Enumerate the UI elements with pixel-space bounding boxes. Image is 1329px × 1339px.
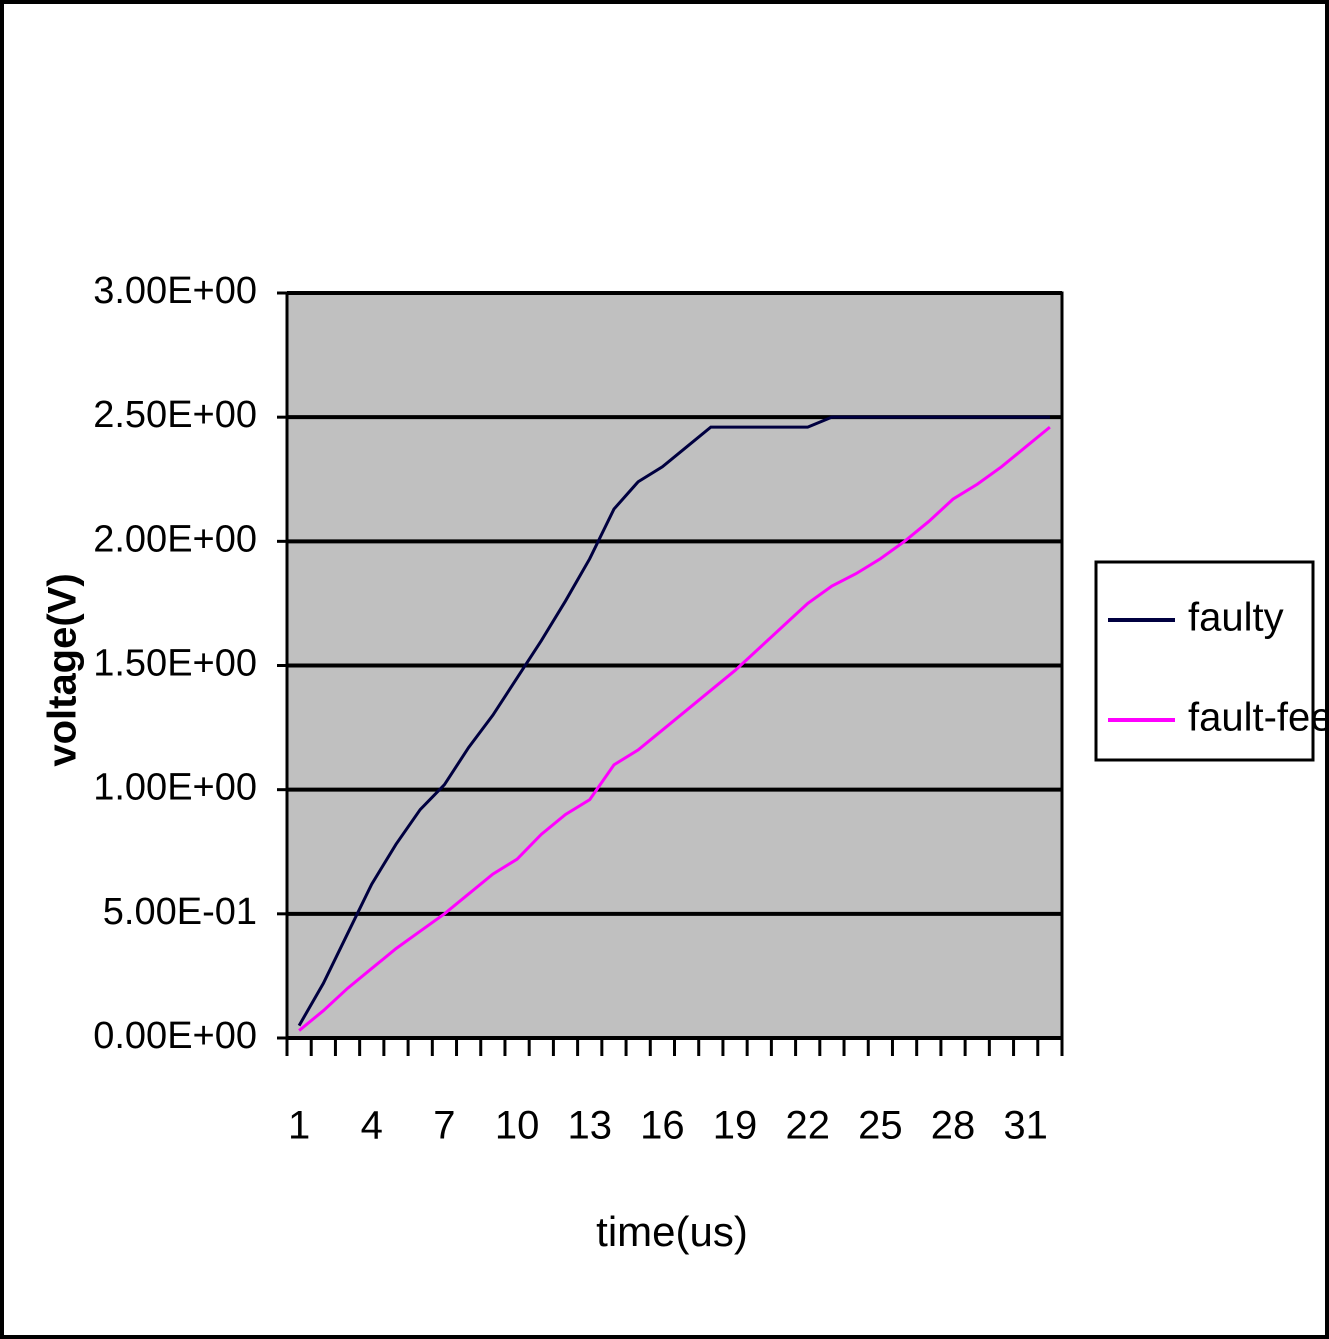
series-line [298,425,1051,1032]
y-tick-label: 0.00E+00 [93,1015,257,1057]
x-tick-label: 28 [931,1104,976,1148]
x-tick-label: 31 [1003,1104,1048,1148]
y-tick-label: 1.50E+00 [93,643,257,685]
x-axis-label: time(us) [596,1208,748,1255]
y-tick-label: 2.50E+00 [93,394,257,436]
y-axis-label: voltage(V) [41,573,85,766]
x-tick-label: 13 [567,1104,612,1148]
x-tick-label: 19 [713,1104,758,1148]
y-tick-label: 3.00E+00 [93,270,257,312]
series-line [297,415,1050,1027]
x-tick-label: 10 [495,1104,540,1148]
x-tick-label: 25 [858,1104,903,1148]
legend-label: faulty [1188,596,1284,640]
x-tick-label: 16 [640,1104,685,1148]
x-tick-label: 22 [785,1104,830,1148]
x-tick-label: 1 [288,1104,310,1148]
legend-label: fault-fee [1188,696,1329,740]
y-tick-label: 5.00E-01 [103,891,257,933]
y-tick-label: 2.00E+00 [93,518,257,560]
y-tick-label: 1.00E+00 [93,767,257,809]
x-tick-label: 4 [361,1104,383,1148]
x-tick-label: 7 [433,1104,455,1148]
legend [1094,560,1315,762]
